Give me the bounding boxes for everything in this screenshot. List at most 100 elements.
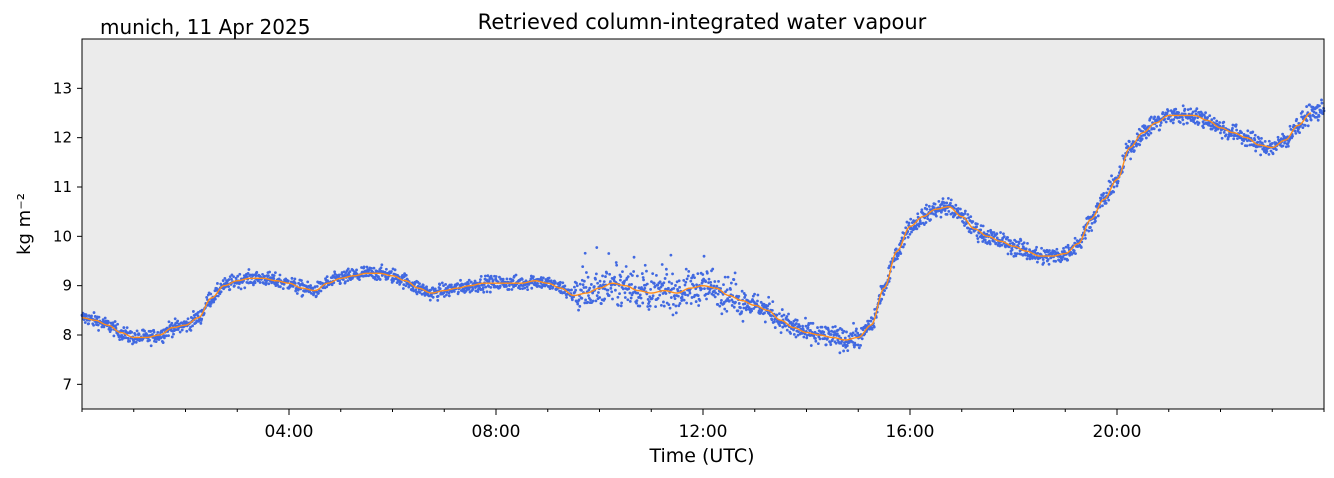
raw-retrieval-point [151,333,154,336]
raw-retrieval-point [421,283,425,287]
raw-retrieval-point [1046,258,1050,261]
raw-retrieval-point [1040,246,1043,250]
raw-retrieval-point [265,279,269,282]
x-tick-label: 04:00 [265,422,314,442]
raw-retrieval-point [1195,107,1199,111]
raw-retrieval-point [1308,115,1312,119]
raw-retrieval-point [804,324,808,328]
raw-retrieval-point [582,286,586,289]
raw-retrieval-point [293,277,297,281]
raw-retrieval-point [485,290,489,294]
raw-retrieval-point [1164,120,1168,124]
raw-retrieval-point [914,225,918,229]
raw-retrieval-point [578,304,582,308]
raw-retrieval-point [1320,98,1323,102]
raw-retrieval-point [1066,243,1070,247]
raw-retrieval-point [134,333,137,337]
raw-retrieval-point [684,293,687,297]
raw-retrieval-point [561,281,565,285]
raw-retrieval-point [744,308,748,312]
raw-retrieval-point [570,288,573,292]
raw-retrieval-point [992,231,996,234]
raw-retrieval-point [589,283,593,286]
raw-retrieval-point [780,314,784,318]
raw-retrieval-point [481,286,485,289]
raw-retrieval-point [791,322,795,326]
raw-retrieval-point [1253,138,1257,142]
raw-retrieval-point [281,287,285,291]
raw-retrieval-point [664,292,668,295]
raw-retrieval-point [1107,198,1111,202]
raw-retrieval-point [135,329,139,333]
raw-retrieval-point [638,293,642,297]
raw-retrieval-point [219,290,223,294]
raw-retrieval-point [1014,254,1018,258]
raw-retrieval-point [685,277,689,281]
raw-retrieval-point [103,316,107,320]
raw-retrieval-point [1026,242,1029,245]
raw-retrieval-point [199,321,203,325]
raw-retrieval-point [1019,239,1023,242]
raw-retrieval-point [604,275,607,278]
raw-retrieval-point [773,320,776,324]
raw-retrieval-point [958,207,962,211]
raw-retrieval-point [1183,107,1187,111]
raw-retrieval-point [436,294,440,298]
raw-retrieval-point [784,324,788,328]
raw-retrieval-point [315,285,319,288]
raw-retrieval-point [243,286,247,290]
raw-retrieval-point [861,328,865,332]
raw-retrieval-point [1208,114,1212,118]
raw-retrieval-point [956,209,960,213]
raw-retrieval-point [126,336,130,340]
raw-retrieval-point [505,277,509,281]
raw-retrieval-point [989,228,993,232]
raw-retrieval-point [389,270,393,273]
raw-retrieval-point [216,294,220,298]
raw-retrieval-point [835,332,839,336]
raw-retrieval-point [595,294,599,298]
raw-retrieval-point [1002,232,1005,236]
raw-retrieval-point [161,341,165,344]
raw-retrieval-point [851,331,855,335]
raw-retrieval-point [619,304,623,308]
raw-retrieval-point [606,288,610,292]
raw-retrieval-point [715,284,719,288]
raw-retrieval-point [729,281,733,285]
raw-retrieval-point [616,295,620,299]
raw-retrieval-point [272,274,276,277]
raw-retrieval-point [995,241,998,245]
raw-retrieval-point [1089,226,1092,229]
raw-retrieval-point [763,320,767,324]
raw-retrieval-point [440,281,444,285]
raw-retrieval-point [963,212,967,215]
raw-retrieval-point [697,304,701,307]
raw-retrieval-point [1188,116,1192,120]
raw-retrieval-point [253,281,257,285]
raw-retrieval-point [659,303,663,307]
raw-retrieval-point [686,293,690,297]
raw-retrieval-point [668,306,672,310]
raw-retrieval-point [671,313,675,317]
raw-retrieval-point [365,274,368,278]
chart-title: Retrieved column-integrated water vapour [478,10,927,34]
raw-retrieval-point [951,211,954,215]
raw-retrieval-point [1202,126,1205,130]
raw-retrieval-point [795,318,799,322]
raw-retrieval-point [618,278,622,282]
raw-retrieval-point [1090,229,1094,232]
raw-retrieval-point [718,304,722,308]
raw-retrieval-point [880,297,884,301]
raw-retrieval-point [603,287,607,291]
raw-retrieval-point [459,278,462,282]
x-tick-label: 08:00 [472,422,521,442]
raw-retrieval-point [756,299,759,303]
raw-retrieval-point [286,279,290,283]
raw-retrieval-point [101,318,105,322]
raw-retrieval-point [763,311,766,315]
raw-retrieval-point [1240,131,1243,135]
raw-retrieval-point [713,280,717,283]
raw-retrieval-point [491,279,495,282]
raw-retrieval-point [720,298,723,302]
raw-retrieval-point [756,293,760,297]
